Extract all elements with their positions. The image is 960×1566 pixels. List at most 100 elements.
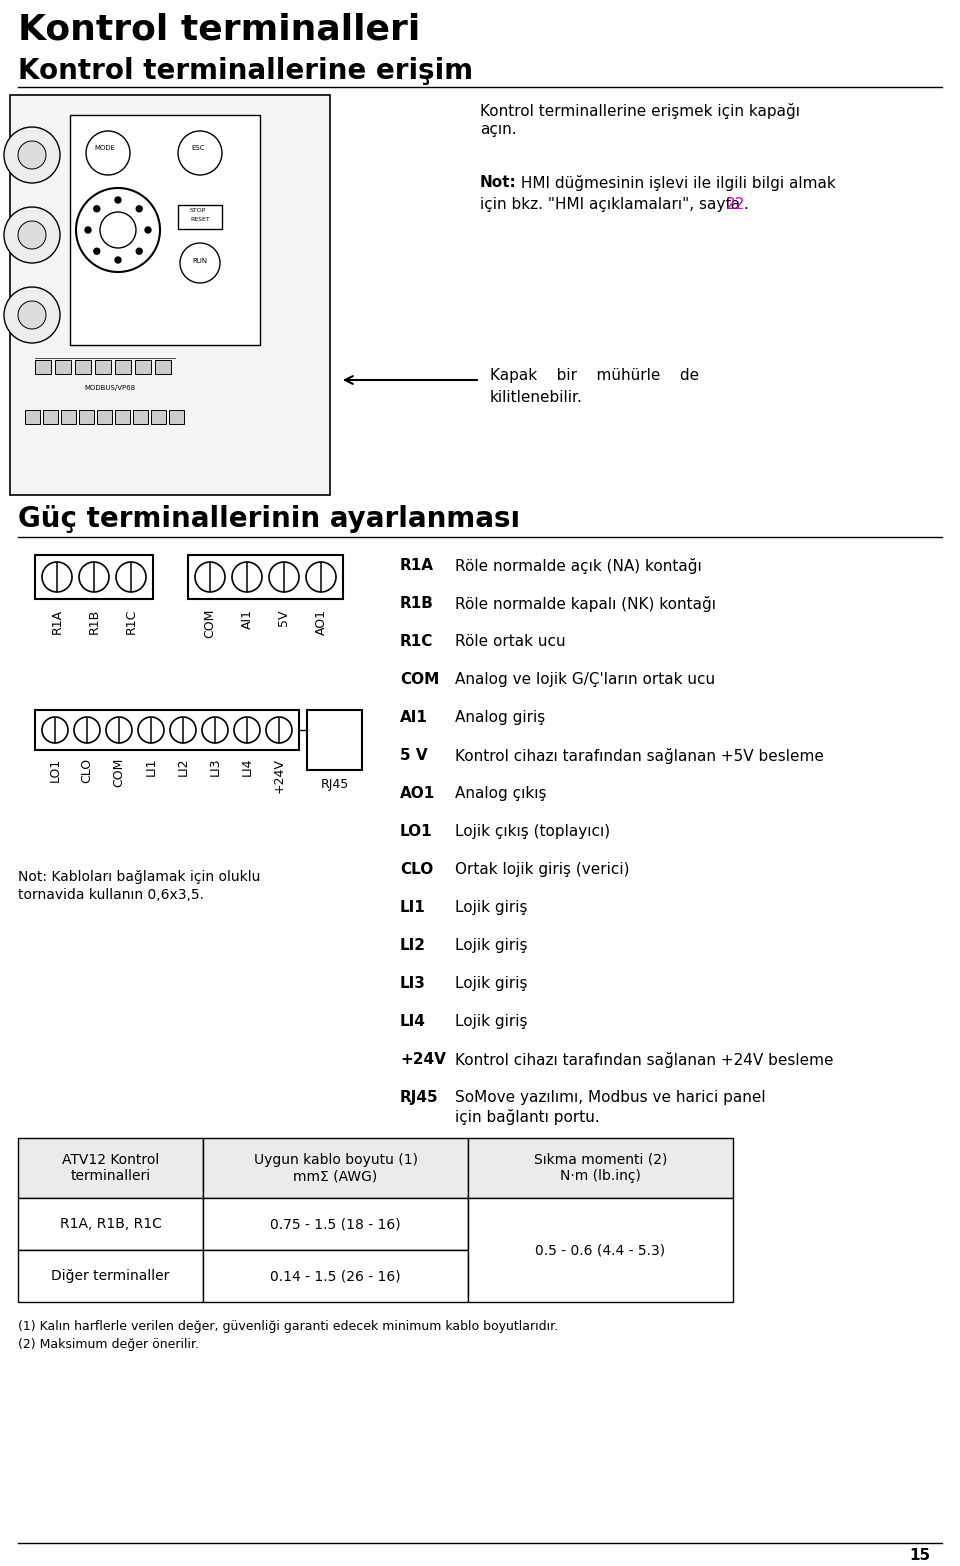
Text: Ortak lojik giriş (verici): Ortak lojik giriş (verici) xyxy=(455,861,630,877)
Bar xyxy=(70,114,260,345)
Circle shape xyxy=(136,205,142,211)
Text: Güç terminallerinin ayarlanması: Güç terminallerinin ayarlanması xyxy=(18,504,520,532)
Text: RESET: RESET xyxy=(190,218,209,222)
Text: SoMove yazılımı, Modbus ve harici panel: SoMove yazılımı, Modbus ve harici panel xyxy=(455,1090,766,1106)
Text: MODE: MODE xyxy=(94,146,115,150)
Text: LI2: LI2 xyxy=(400,938,426,954)
Text: .: . xyxy=(743,197,748,211)
Text: Röle normalde açık (NA) kontağı: Röle normalde açık (NA) kontağı xyxy=(455,557,702,575)
Text: R1A, R1B, R1C: R1A, R1B, R1C xyxy=(60,1217,161,1231)
Text: (2) Maksimum değer önerilir.: (2) Maksimum değer önerilir. xyxy=(18,1337,199,1351)
Text: Diğer terminaller: Diğer terminaller xyxy=(51,1268,170,1283)
Bar xyxy=(203,1250,468,1301)
Circle shape xyxy=(145,227,151,233)
Circle shape xyxy=(42,562,72,592)
Bar xyxy=(18,1250,203,1301)
Circle shape xyxy=(42,717,68,742)
Circle shape xyxy=(18,221,46,249)
Text: AI1: AI1 xyxy=(241,609,253,630)
Text: Kontrol terminallerine erişim: Kontrol terminallerine erişim xyxy=(18,56,473,85)
Bar xyxy=(18,1138,203,1198)
Bar xyxy=(307,709,362,770)
Bar xyxy=(115,410,130,424)
Bar xyxy=(97,410,112,424)
Text: LO1: LO1 xyxy=(49,758,61,783)
Text: açın.: açın. xyxy=(480,122,516,136)
Bar xyxy=(18,1198,203,1250)
Circle shape xyxy=(115,197,121,204)
Circle shape xyxy=(4,127,60,183)
Text: Röle ortak ucu: Röle ortak ucu xyxy=(455,634,565,648)
Text: STOP: STOP xyxy=(190,208,206,213)
Text: +24V: +24V xyxy=(400,1052,445,1066)
Text: RJ45: RJ45 xyxy=(400,1090,439,1106)
Circle shape xyxy=(202,717,228,742)
Circle shape xyxy=(178,132,222,175)
Circle shape xyxy=(232,562,262,592)
Circle shape xyxy=(86,132,130,175)
Circle shape xyxy=(18,141,46,169)
Bar xyxy=(133,410,148,424)
Text: R1B: R1B xyxy=(87,609,101,634)
Circle shape xyxy=(94,249,100,254)
Circle shape xyxy=(85,227,91,233)
Text: Analog ve lojik G/Ç'ların ortak ucu: Analog ve lojik G/Ç'ların ortak ucu xyxy=(455,672,715,687)
Text: COM: COM xyxy=(112,758,126,788)
Circle shape xyxy=(234,717,260,742)
Circle shape xyxy=(116,562,146,592)
Text: 5V: 5V xyxy=(277,609,291,625)
Bar xyxy=(75,360,91,374)
Bar xyxy=(178,205,222,229)
Text: +24V: +24V xyxy=(273,758,285,792)
Bar xyxy=(35,709,299,750)
Text: AO1: AO1 xyxy=(400,786,435,800)
Text: 22: 22 xyxy=(726,197,745,211)
Circle shape xyxy=(170,717,196,742)
Circle shape xyxy=(195,562,225,592)
Text: 0.75 - 1.5 (18 - 16): 0.75 - 1.5 (18 - 16) xyxy=(270,1217,401,1231)
Text: Analog giriş: Analog giriş xyxy=(455,709,545,725)
Text: LI1: LI1 xyxy=(145,758,157,777)
Bar xyxy=(151,410,166,424)
Circle shape xyxy=(306,562,336,592)
Text: Kontrol cihazı tarafından sağlanan +5V besleme: Kontrol cihazı tarafından sağlanan +5V b… xyxy=(455,749,824,764)
Bar xyxy=(115,360,131,374)
Text: AI1: AI1 xyxy=(400,709,428,725)
Text: RUN: RUN xyxy=(192,258,207,265)
Bar xyxy=(79,410,94,424)
Text: (1) Kalın harflerle verilen değer, güvenliği garanti edecek minimum kablo boyutl: (1) Kalın harflerle verilen değer, güven… xyxy=(18,1320,558,1333)
Circle shape xyxy=(269,562,299,592)
Bar xyxy=(55,360,71,374)
Text: LI2: LI2 xyxy=(177,758,189,777)
Text: kilitlenebilir.: kilitlenebilir. xyxy=(490,390,583,406)
Bar xyxy=(10,96,330,495)
Text: ATV12 Kontrol
terminalleri: ATV12 Kontrol terminalleri xyxy=(61,1153,159,1182)
Bar xyxy=(203,1198,468,1250)
Circle shape xyxy=(266,717,292,742)
Text: 0.5 - 0.6 (4.4 - 5.3): 0.5 - 0.6 (4.4 - 5.3) xyxy=(536,1243,665,1257)
Bar xyxy=(203,1138,468,1198)
Text: Not:: Not: xyxy=(480,175,516,189)
Text: 15: 15 xyxy=(909,1549,930,1563)
Text: LO1: LO1 xyxy=(400,824,433,839)
Bar xyxy=(35,360,51,374)
Bar xyxy=(169,410,184,424)
Circle shape xyxy=(115,257,121,263)
Text: CLO: CLO xyxy=(81,758,93,783)
Circle shape xyxy=(180,243,220,283)
Bar xyxy=(43,410,58,424)
Circle shape xyxy=(138,717,164,742)
Text: için bağlantı portu.: için bağlantı portu. xyxy=(455,1109,600,1124)
Text: tornavida kullanın 0,6x3,5.: tornavida kullanın 0,6x3,5. xyxy=(18,888,204,902)
Text: 5 V: 5 V xyxy=(400,749,427,763)
Circle shape xyxy=(94,205,100,211)
Text: LI3: LI3 xyxy=(208,758,222,777)
Circle shape xyxy=(136,249,142,254)
Bar xyxy=(155,360,171,374)
Text: ESC: ESC xyxy=(191,146,204,150)
Text: COM: COM xyxy=(204,609,217,639)
Text: R1A: R1A xyxy=(400,557,434,573)
Text: AO1: AO1 xyxy=(315,609,327,634)
Text: Kontrol terminallerine erişmek için kapağı: Kontrol terminallerine erişmek için kapa… xyxy=(480,103,800,119)
Text: için bkz. "HMI açıklamaları", sayfa: için bkz. "HMI açıklamaları", sayfa xyxy=(480,197,745,211)
